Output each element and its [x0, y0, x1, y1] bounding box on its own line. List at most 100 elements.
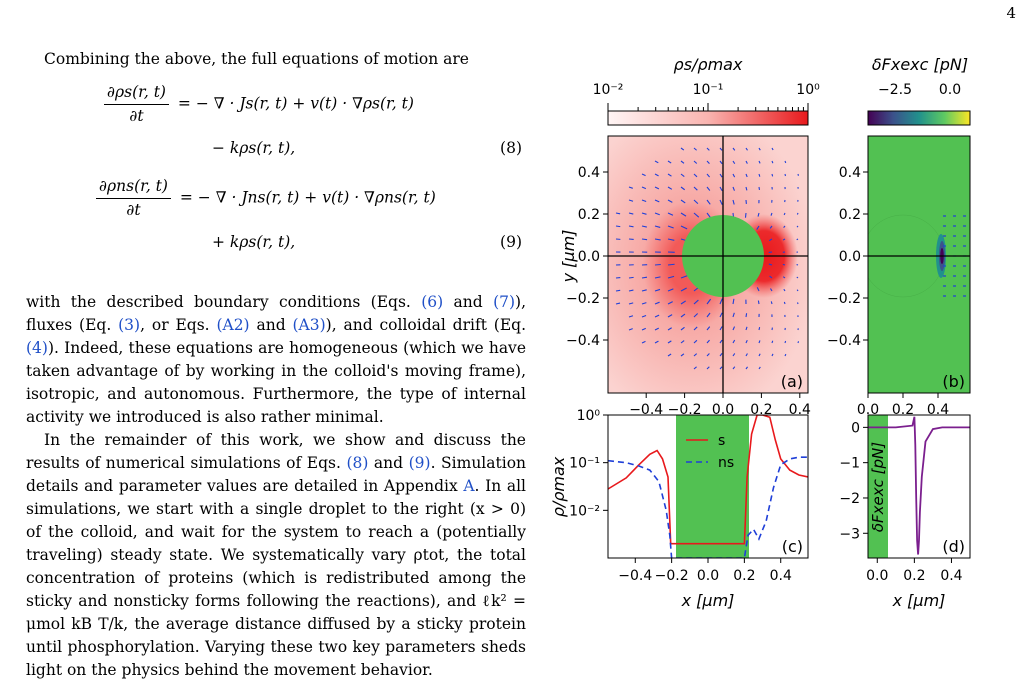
eq8-number: (8) — [500, 137, 522, 160]
panel-c: s ns (c) ρ/ρmax — [550, 415, 808, 558]
flux-arrow — [616, 290, 620, 291]
eq-ref-link[interactable]: (6) — [421, 293, 443, 311]
y-tick-label: 0.0 — [578, 249, 600, 265]
appendix-ref-link[interactable]: A — [463, 477, 474, 495]
y-tick-label: 0.0 — [839, 249, 861, 265]
eq-ref-link[interactable]: (9) — [409, 454, 431, 472]
flux-arrow — [745, 213, 746, 218]
panel-label-d: (d) — [942, 537, 965, 556]
flux-arrow — [642, 239, 647, 240]
x-axis-label-c: x [μm] — [681, 591, 735, 610]
intro-sentence: Combining the above, the full equations … — [26, 48, 526, 71]
flux-arrow — [746, 313, 747, 317]
y-axis-label-c: ρ/ρmax — [550, 456, 568, 517]
flux-arrow — [797, 277, 798, 278]
flux-arrow — [629, 277, 634, 278]
colorbar-a — [608, 111, 808, 125]
panel-label-b: (b) — [942, 372, 965, 391]
flux-arrow — [797, 213, 798, 214]
colorbar-b-label: δFxexc [pN] — [872, 55, 968, 74]
x-tick-label: 0.2 — [903, 568, 925, 584]
colorbar-b-tick-label: 0.0 — [939, 82, 961, 98]
equation-block: ∂ρs(r, t)∂t = − ∇ · Js(r, t) + v(t) · ∇ρ… — [26, 75, 526, 285]
colloid-band — [676, 415, 749, 558]
eq8-denominator: ∂t — [104, 105, 169, 128]
y-axis-label-d: δFxexc [pN] — [869, 442, 887, 532]
y-tick-label: −0.4 — [827, 333, 861, 349]
eq8-rhs-2: − kρs(r, t), — [212, 137, 295, 160]
x-tick-label: −0.2 — [655, 568, 689, 584]
eq9-rhs-1: = − ∇ · Jns(r, t) + v(t) · ∇ρns(r, t) — [180, 189, 436, 207]
eq-ref-link[interactable]: (8) — [346, 454, 368, 472]
y-tick-label: −3 — [839, 526, 860, 542]
flux-arrow — [758, 301, 759, 304]
flux-arrow — [771, 301, 772, 304]
x-tick-label: 0.4 — [770, 568, 792, 584]
flux-arrow — [797, 290, 798, 291]
panel-a — [608, 136, 808, 393]
flux-arrow — [785, 161, 786, 163]
flux-arrow — [798, 341, 799, 343]
colorbar-a-tick-label: 10⁻¹ — [693, 82, 724, 98]
y-tick-label: 0 — [851, 420, 860, 436]
flux-arrow — [784, 213, 785, 215]
flux-arrow — [772, 341, 773, 343]
eq9-denominator: ∂t — [96, 199, 171, 222]
x-tick-label: 0.2 — [892, 402, 914, 418]
panel-label-a: (a) — [781, 372, 803, 391]
paragraph-boundary-conditions: with the described boundary conditions (… — [26, 291, 526, 429]
colorbar-a-ticks — [608, 103, 808, 111]
eq-ref-link[interactable]: (7) — [493, 293, 515, 311]
flux-arrow — [783, 264, 785, 265]
x-tick-label: −0.4 — [629, 402, 663, 418]
y-tick-label: −1 — [839, 456, 860, 472]
eq9-numerator: ∂ρns(r, t) — [96, 175, 171, 199]
y-tick-label: 0.4 — [578, 165, 600, 181]
y-tick-label: 10⁻² — [569, 503, 600, 519]
legend-label-ns: ns — [718, 455, 734, 471]
colorbar-a-label: ρs/ρmax — [674, 55, 743, 74]
flux-arrow — [785, 341, 786, 343]
eq-ref-link[interactable]: (A3) — [292, 316, 325, 334]
y-tick-label: 10⁻¹ — [569, 456, 600, 472]
eq8-rhs-1: = − ∇ · Js(r, t) + v(t) · ∇ρs(r, t) — [178, 95, 414, 113]
eq8-numerator: ∂ρs(r, t) — [104, 81, 169, 105]
y-tick-label: −0.2 — [566, 291, 600, 307]
y-tick-label: 0.2 — [839, 207, 861, 223]
panel-d: (d) δFxexc [pN] — [868, 415, 970, 558]
y-tick-label: −0.2 — [827, 291, 861, 307]
eq-ref-link[interactable]: (3) — [118, 316, 140, 334]
flux-arrow — [785, 354, 786, 356]
flux-arrow — [784, 302, 785, 304]
y-tick-label: 10⁰ — [577, 408, 601, 424]
y-axis-label: y [μm] — [559, 230, 578, 284]
panel-b — [862, 136, 970, 393]
x-tick-label: 0.0 — [866, 568, 888, 584]
flux-arrow — [797, 226, 798, 227]
x-tick-label: −0.4 — [618, 568, 652, 584]
legend-label-s: s — [718, 433, 725, 449]
colorbar-b — [868, 111, 970, 125]
flux-arrow — [668, 264, 675, 265]
flux-arrow — [759, 327, 760, 330]
figure: ρs/ρmax 10⁻² 10⁻¹ 10⁰ δFxexc [pN] −2.5 0… — [550, 0, 1020, 643]
x-axis-label-d: x [μm] — [892, 591, 946, 610]
y-tick-label: 0.2 — [578, 207, 600, 223]
x-tick-label: 0.2 — [733, 568, 755, 584]
x-tick-label: 0.4 — [927, 402, 949, 418]
eq-ref-link[interactable]: (4) — [26, 339, 48, 357]
flux-arrow — [797, 239, 798, 240]
equation-9-line-1: ∂ρns(r, t)∂t = − ∇ · Jns(r, t) + v(t) · … — [96, 175, 436, 222]
flux-arrow — [772, 174, 773, 176]
equation-8-line-1: ∂ρs(r, t)∂t = − ∇ · Js(r, t) + v(t) · ∇ρ… — [104, 81, 414, 128]
flux-arrow — [616, 226, 620, 227]
panel-label-c: (c) — [782, 537, 803, 556]
x-tick-label: 0.4 — [940, 568, 962, 584]
eq-ref-link[interactable]: (A2) — [216, 316, 249, 334]
paragraph-simulations: In the remainder of this work, we show a… — [26, 429, 526, 682]
y-tick-label: −0.4 — [566, 333, 600, 349]
eq9-number: (9) — [500, 231, 522, 254]
x-tick-label: 0.0 — [697, 568, 719, 584]
colorbar-a-tick-label: 10⁰ — [796, 82, 820, 98]
colorbar-b-tick-label: −2.5 — [878, 82, 912, 98]
